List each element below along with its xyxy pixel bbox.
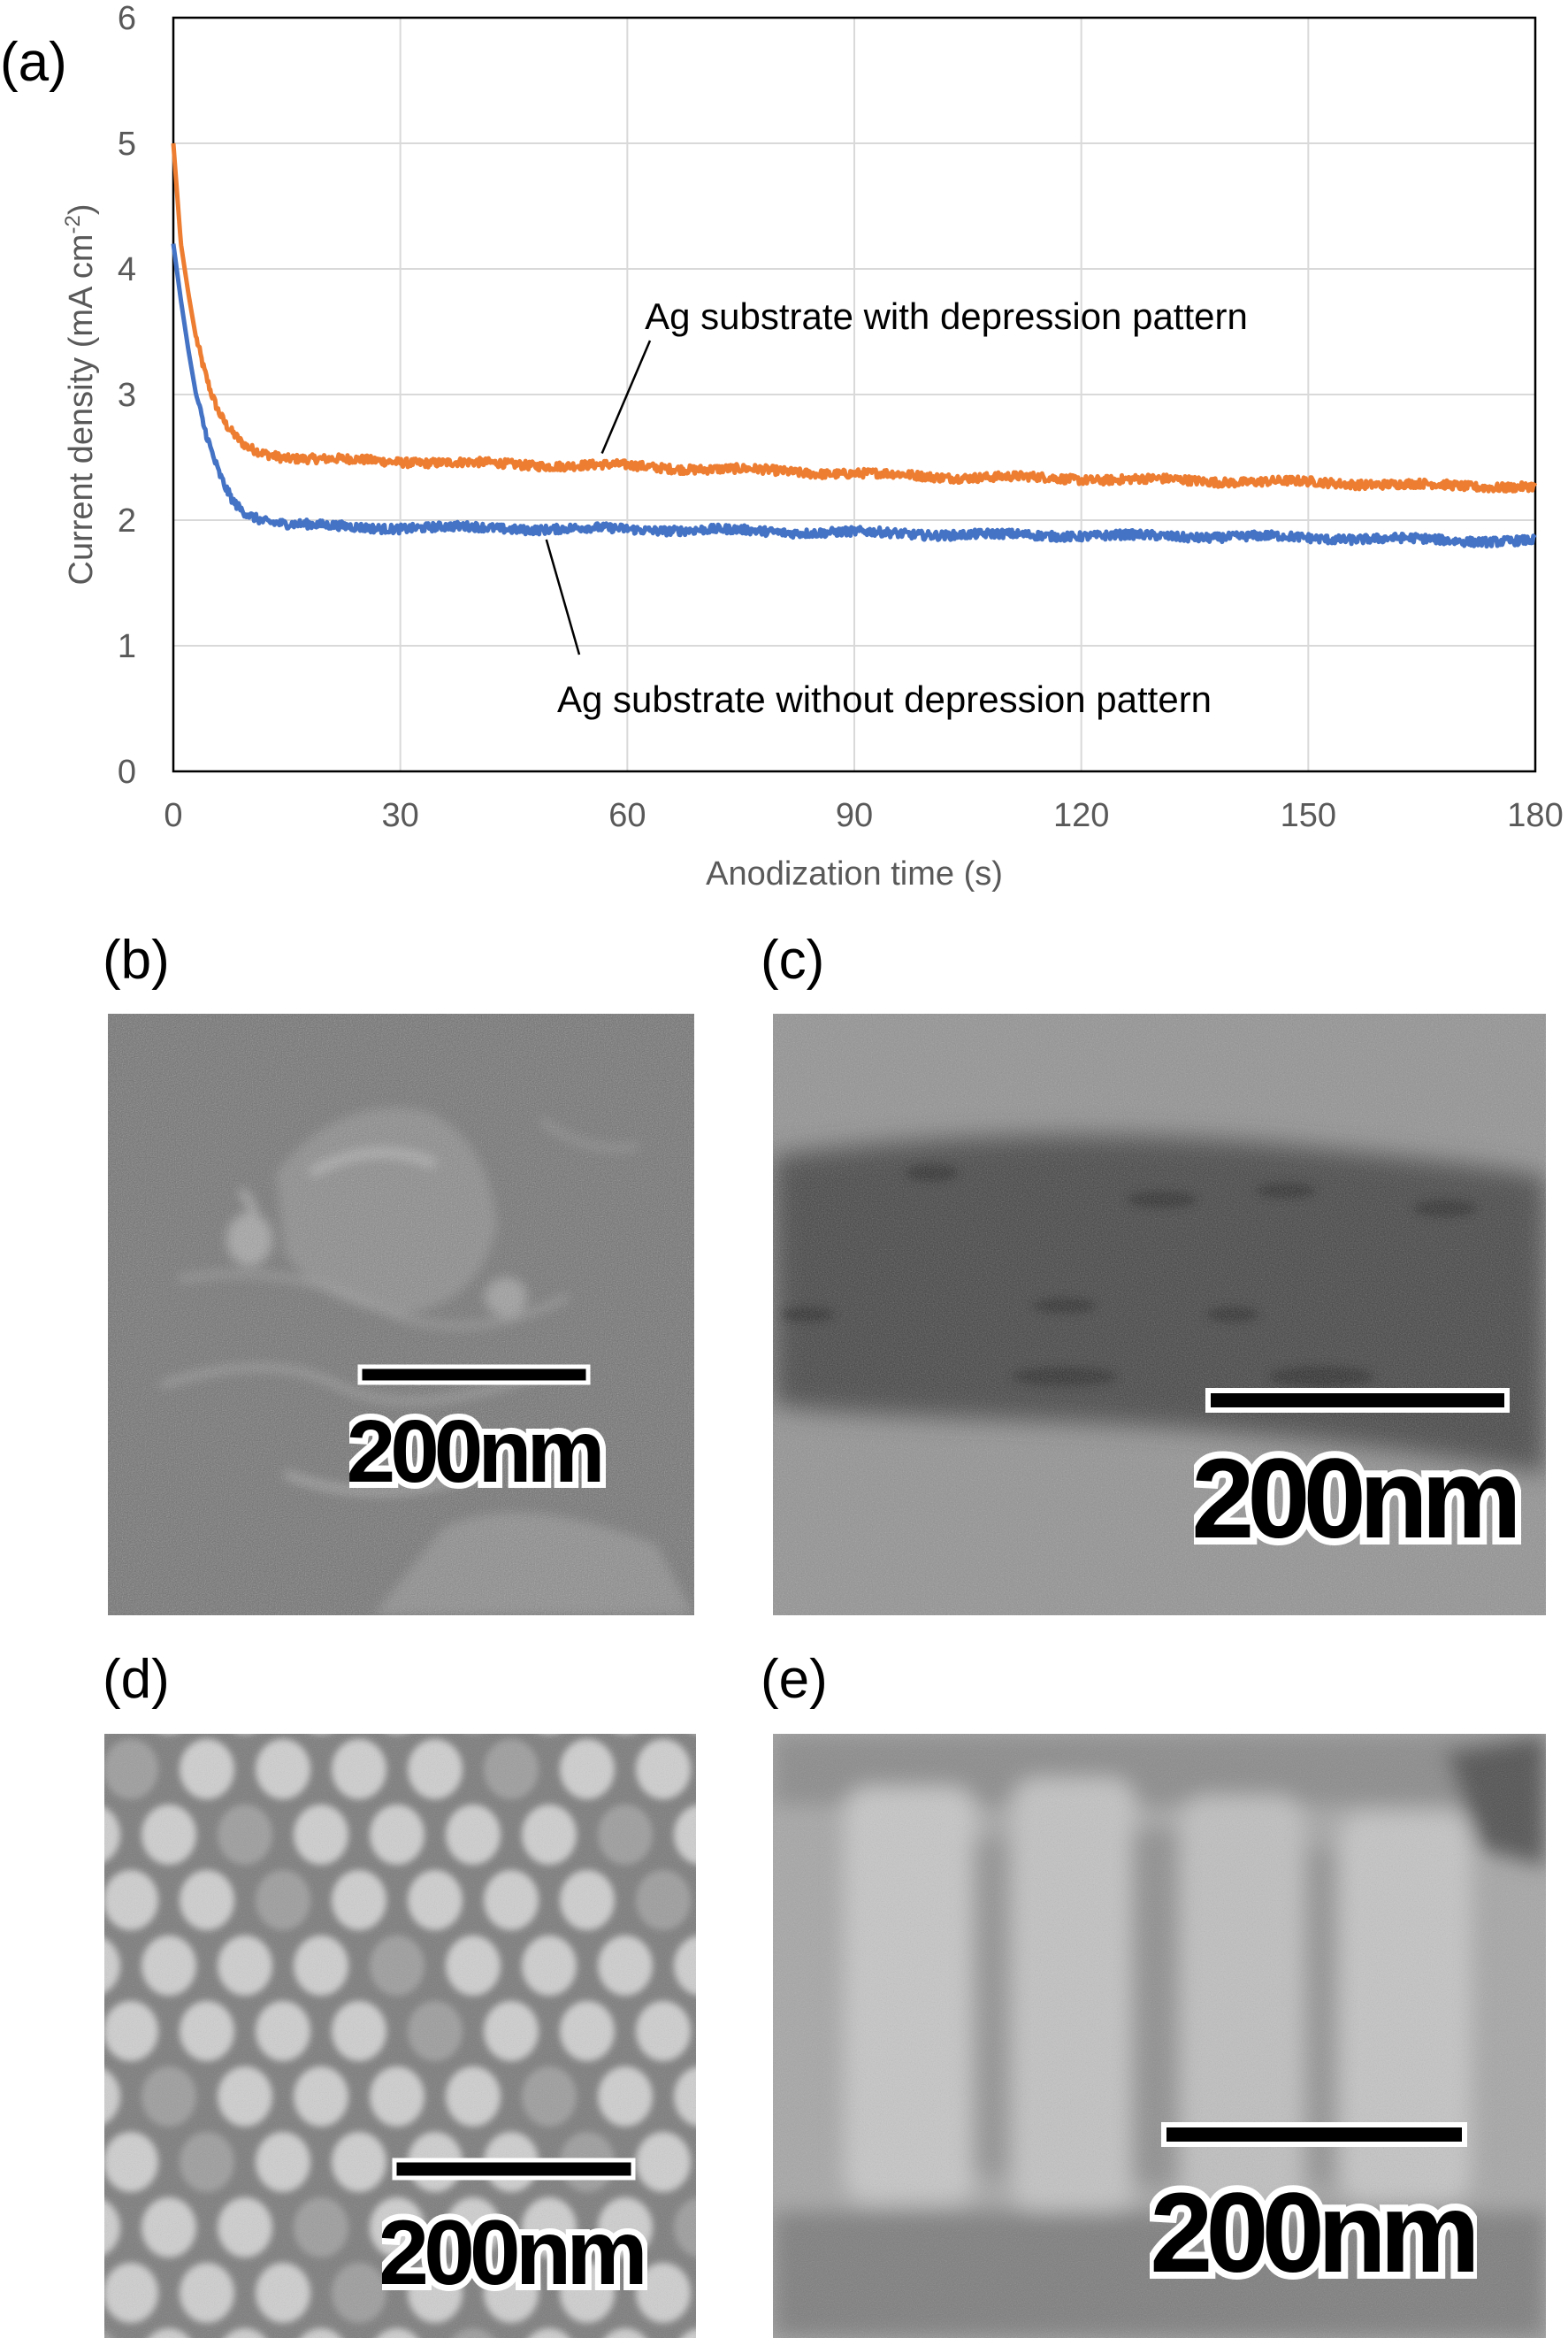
sem-image-e	[773, 1734, 1546, 2338]
series-line-with-pattern	[171, 142, 1538, 494]
y-tick-label: 0	[118, 754, 136, 791]
chart-series	[171, 142, 1538, 549]
svg-text:200nm: 200nm	[382, 2202, 643, 2302]
panel-label-d: (d)	[103, 1649, 170, 1710]
chart-annotations: Ag substrate with depression pattern Ag s…	[545, 295, 1248, 720]
y-tick-label: 1	[118, 628, 136, 665]
y-tick-label: 2	[118, 502, 136, 540]
current-density-chart: 0 30 60 90 120 150 180 0 1 2 3 4 5 6 Ag substrate wit…	[61, 0, 1564, 893]
sem-image-b	[108, 1014, 694, 1615]
x-axis-label: Anodization time (s)	[706, 855, 1003, 893]
x-tick-label: 150	[1281, 797, 1336, 834]
y-axis-label: Current density (mA cm-2)	[61, 204, 100, 586]
x-tick-label: 90	[836, 797, 873, 834]
annotation-leader-with	[600, 340, 652, 455]
annotation-leader-without	[545, 539, 581, 655]
y-tick-label: 5	[118, 126, 136, 163]
y-tick-label: 3	[118, 377, 136, 414]
y-tick-label: 6	[118, 0, 136, 37]
svg-text:200nm: 200nm	[1150, 2170, 1473, 2291]
panel-label-e: (e)	[761, 1649, 828, 1710]
x-tick-label: 0	[164, 797, 182, 834]
series-line-without-pattern	[171, 243, 1537, 549]
scale-bar-c: 200nm	[1194, 1388, 1521, 1557]
svg-text:200nm: 200nm	[1194, 1436, 1515, 1557]
plot-area-border	[172, 16, 1537, 773]
panel-label-c: (c)	[761, 930, 825, 991]
panel-label-a: (a)	[0, 32, 67, 93]
x-tick-label: 120	[1053, 797, 1109, 834]
chart-ticks: 0 30 60 90 120 150 180 0 1 2 3 4 5 6	[118, 0, 1564, 834]
chart-grid	[173, 18, 1535, 771]
sem-image-d	[104, 1734, 696, 2338]
x-tick-label: 60	[608, 797, 646, 834]
scale-bar-e: 200nm	[1150, 2122, 1477, 2291]
y-tick-label: 4	[118, 251, 136, 288]
annotation-without-pattern: Ag substrate without depression pattern	[557, 678, 1212, 720]
panel-label-b: (b)	[103, 930, 170, 991]
x-tick-label: 180	[1507, 797, 1563, 834]
svg-text:200nm: 200nm	[349, 1402, 600, 1499]
annotation-with-pattern: Ag substrate with depression pattern	[645, 295, 1248, 337]
scale-bar-d: 200nm	[382, 2158, 647, 2302]
scale-bar-b: 200nm	[349, 1364, 606, 1499]
x-tick-label: 30	[382, 797, 419, 834]
